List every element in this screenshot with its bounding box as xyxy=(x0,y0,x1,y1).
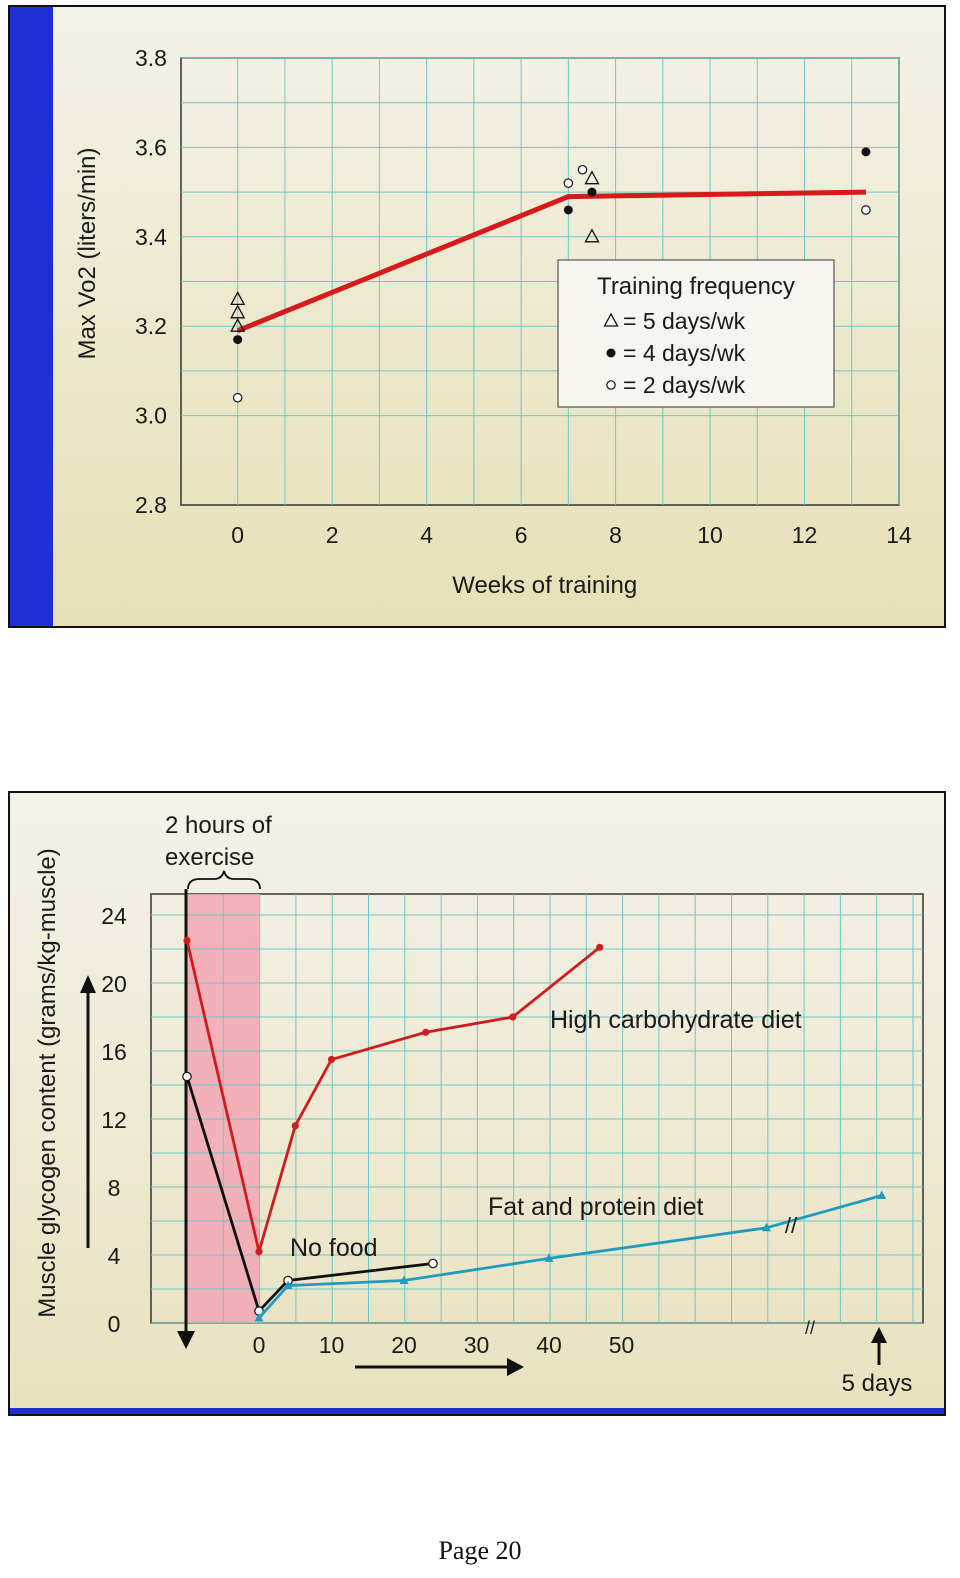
y-tick-label: 3.2 xyxy=(135,313,167,339)
end-label: 5 days xyxy=(842,1370,913,1397)
vo2-chart-panel: 0 2 4 6 8 10 12 14 2.8 3.0 3.2 3.4 3.6 3.8 Weeks of tr… xyxy=(8,5,946,628)
data-point xyxy=(563,178,574,188)
x-tick-label: 0 xyxy=(231,522,244,548)
data-point xyxy=(587,187,597,197)
data-point xyxy=(544,1253,554,1262)
high-carb-label: High carbohydrate diet xyxy=(550,1006,802,1034)
legend-label: = 5 days/wk xyxy=(623,308,746,334)
data-point xyxy=(291,1122,299,1130)
y-axis-label: Max Vo2 (liters/min) xyxy=(74,147,101,359)
data-point xyxy=(255,1248,263,1256)
data-point xyxy=(877,1190,887,1199)
x-tick-label: 4 xyxy=(420,522,433,548)
x-axis-label: Weeks of training xyxy=(452,572,637,599)
glycogen-chart-panel: 0 10 20 30 40 50 0 4 8 12 16 20 24 Muscle glycogen co… xyxy=(8,791,946,1416)
legend-label: = 2 days/wk xyxy=(623,372,746,398)
fat-protein-label: Fat and protein diet xyxy=(488,1193,703,1221)
data-point xyxy=(596,943,604,951)
exercise-brace xyxy=(187,870,261,890)
y-tick-label: 2.8 xyxy=(135,492,167,518)
y-tick-label: 12 xyxy=(101,1107,127,1133)
y-tick-label: 0 xyxy=(108,1311,121,1337)
y-tick-label: 16 xyxy=(101,1039,127,1065)
end-arrow-head xyxy=(871,1327,887,1343)
data-point xyxy=(509,1013,517,1021)
glycogen-chart: 0 10 20 30 40 50 0 4 8 12 16 20 24 Muscle glycogen co… xyxy=(34,812,924,1397)
panel-accent-band xyxy=(10,7,53,626)
data-point xyxy=(428,1258,438,1269)
legend: Training frequency = 5 days/wk = 4 days/wk… xyxy=(557,259,835,408)
no-food-label: No food xyxy=(290,1234,378,1262)
data-point xyxy=(577,164,588,175)
legend-marker xyxy=(603,312,619,327)
axis-break-mark: // xyxy=(805,1318,815,1338)
y-tick-label: 20 xyxy=(101,971,127,997)
legend-box xyxy=(557,259,835,408)
x-tick-label: 8 xyxy=(609,522,622,548)
data-point xyxy=(563,205,573,215)
data-point xyxy=(584,170,600,185)
x-tick-label: 10 xyxy=(697,522,723,548)
plot-frame xyxy=(150,893,924,1324)
x-tick-label: 10 xyxy=(319,1332,345,1358)
exercise-label: 2 hours of xyxy=(165,812,272,839)
x-tick-label: 30 xyxy=(464,1332,490,1358)
data-point xyxy=(254,1312,264,1322)
x-tick-label: 12 xyxy=(792,522,818,548)
data-point xyxy=(584,228,600,243)
data-point xyxy=(327,1055,336,1064)
data-point xyxy=(230,291,246,306)
data-point xyxy=(283,1280,293,1290)
up-arrow-head xyxy=(80,975,96,993)
data-point xyxy=(230,317,246,332)
no-food-line xyxy=(185,1076,434,1314)
y-tick-label: 3.4 xyxy=(135,224,167,250)
y-tick-label: 3.8 xyxy=(135,45,167,71)
data-point xyxy=(230,304,246,319)
down-arrow-head xyxy=(177,1331,195,1349)
y-tick-label: 4 xyxy=(108,1243,121,1269)
line-break-mark: // xyxy=(785,1213,798,1238)
vo2-chart: 0 2 4 6 8 10 12 14 2.8 3.0 3.2 3.4 3.6 3.8 Weeks of tr… xyxy=(74,45,912,599)
x-tick-label: 20 xyxy=(391,1332,417,1358)
data-point xyxy=(232,392,243,403)
legend-marker xyxy=(606,348,616,358)
trend-line xyxy=(236,189,866,333)
data-point xyxy=(182,1071,192,1082)
exercise-label: exercise xyxy=(165,844,254,871)
time-arrow-head xyxy=(507,1358,524,1376)
x-tick-label: 0 xyxy=(253,1332,266,1358)
page-number: Page 20 xyxy=(438,1536,522,1565)
data-point xyxy=(183,936,191,945)
fat-protein-line xyxy=(257,1194,883,1319)
x-tick-label: 50 xyxy=(609,1332,635,1358)
data-point xyxy=(399,1275,409,1284)
x-tick-label: 40 xyxy=(536,1332,562,1358)
x-tick-label: 6 xyxy=(515,522,528,548)
legend-label: = 4 days/wk xyxy=(623,340,746,366)
data-point xyxy=(422,1028,430,1036)
y-tick-label: 8 xyxy=(108,1175,121,1201)
y-tick-label: 3.0 xyxy=(135,403,167,429)
legend-title: Training frequency xyxy=(597,273,795,300)
legend-marker xyxy=(606,380,616,390)
x-tick-label: 2 xyxy=(326,522,339,548)
data-point xyxy=(762,1222,771,1232)
y-tick-label: 24 xyxy=(101,903,127,929)
data-point xyxy=(861,205,871,215)
x-tick-label: 14 xyxy=(886,522,912,548)
data-point xyxy=(861,147,871,157)
data-point xyxy=(233,335,243,345)
y-tick-label: 3.6 xyxy=(135,134,167,160)
y-axis-label: Muscle glycogen content (grams/kg-muscle… xyxy=(34,848,61,1318)
